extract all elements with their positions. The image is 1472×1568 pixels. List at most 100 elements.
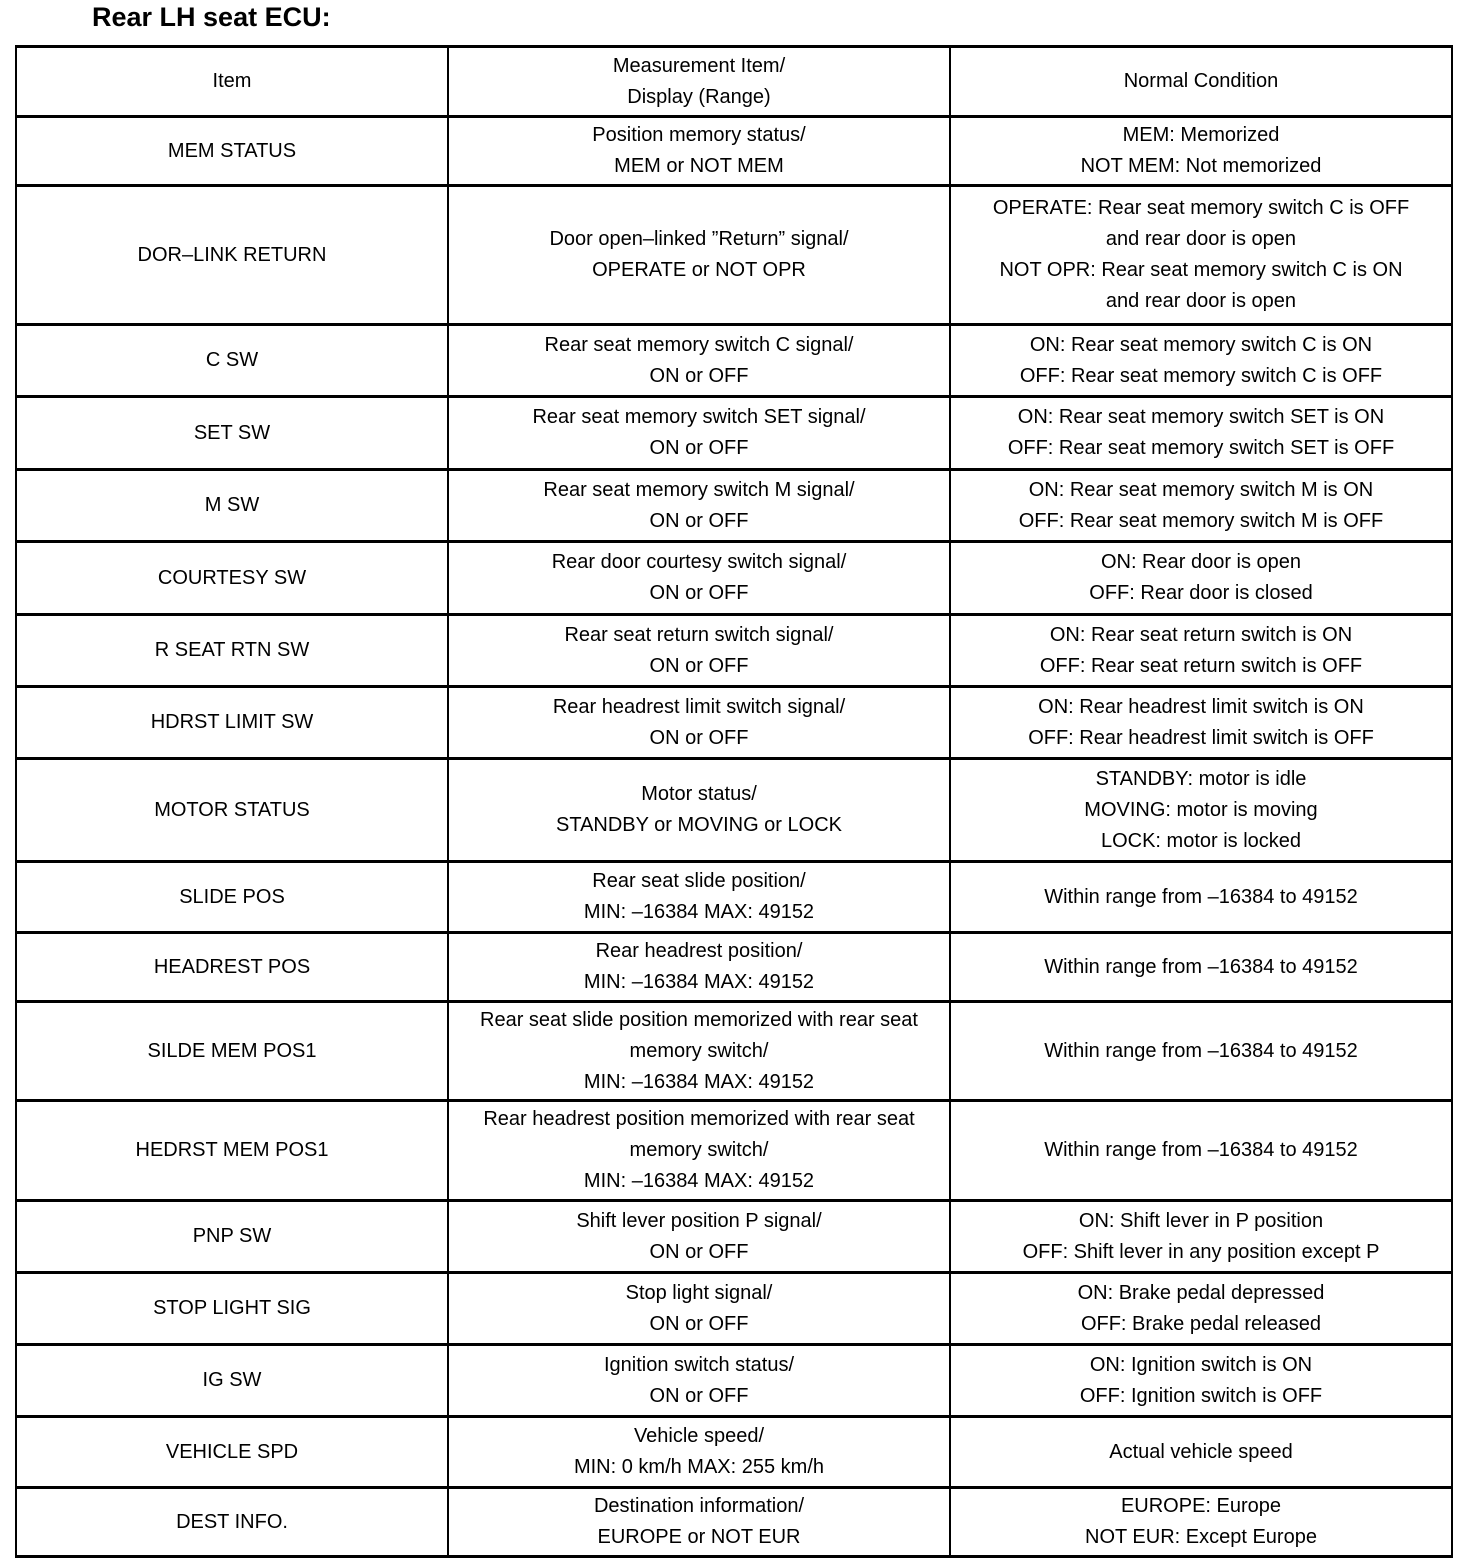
- measurement-cell: Rear seat slide position memorized with …: [447, 1000, 951, 1102]
- normal-cell: Within range from –16384 to 49152: [949, 1000, 1453, 1102]
- cell-line: ON or OFF: [649, 509, 749, 532]
- item-cell: HEADREST POS: [15, 931, 449, 1003]
- normal-cell: ON: Rear headrest limit switch is ON OFF:…: [949, 685, 1453, 760]
- cell-line: MIN: –16384 MAX: 49152: [583, 1170, 815, 1192]
- cell-line: MEM or NOT MEM: [614, 155, 784, 177]
- item-cell: VEHICLE SPD: [15, 1415, 449, 1489]
- cell-line: Rear seat slide position memorized with …: [480, 1008, 918, 1031]
- item-cell: COURTESY SW: [15, 540, 449, 616]
- table-row: HEADREST POS Rear headrest position/MIN: …: [15, 931, 1453, 1003]
- cell-line: Within range from –16384 to 49152: [1044, 1139, 1358, 1161]
- measurement-cell: Rear seat slide position/MIN: –16384 MAX…: [447, 860, 951, 934]
- cell-line: EUROPE or NOT EUR: [597, 1526, 801, 1548]
- cell-line: DOR–LINK RETURN: [137, 243, 327, 266]
- item-cell: MOTOR STATUS: [15, 757, 449, 863]
- cell-line: ON: Brake pedal depressed: [1077, 1281, 1325, 1304]
- data-monitor-table: Item Measurement Item/Display (Range) Norm…: [15, 45, 1453, 1558]
- cell-line: ON or OFF: [649, 726, 749, 749]
- table-row: SLIDE POS Rear seat slide position/MIN: –…: [15, 860, 1453, 934]
- cell-line: EUROPE: Europe: [1120, 1495, 1282, 1517]
- cell-line: ON: Rear headrest limit switch is ON: [1038, 695, 1364, 718]
- table-row: HDRST LIMIT SW Rear headrest limit switch…: [15, 685, 1453, 760]
- normal-cell: ON: Ignition switch is ON OFF: Ignition s…: [949, 1343, 1453, 1418]
- cell-line: Within range from –16384 to 49152: [1044, 885, 1358, 908]
- cell-line: memory switch/: [629, 1039, 769, 1062]
- normal-cell: ON: Brake pedal depressed OFF: Brake peda…: [949, 1271, 1453, 1346]
- cell-line: HEDRST MEM POS1: [135, 1139, 329, 1161]
- measurement-cell: Position memory status/MEM or NOT MEM: [447, 115, 951, 187]
- item-cell: DOR–LINK RETURN: [15, 184, 449, 326]
- normal-cell: Within range from –16384 to 49152: [949, 860, 1453, 934]
- cell-line: Vehicle speed/: [633, 1425, 765, 1447]
- item-cell: C SW: [15, 323, 449, 398]
- cell-line: Stop light signal/: [625, 1281, 773, 1304]
- header-cell: Measurement Item/Display (Range): [447, 45, 951, 118]
- cell-line: STANDBY: motor is idle: [1095, 767, 1307, 790]
- measurement-cell: Stop light signal/ON or OFF: [447, 1271, 951, 1346]
- measurement-cell: Rear seat memory switch M signal/ON or O…: [447, 468, 951, 543]
- cell-line: ON or OFF: [649, 1384, 749, 1407]
- table-row: VEHICLE SPD Vehicle speed/MIN: 0 km/h MAX…: [15, 1415, 1453, 1489]
- table-row: DEST INFO. Destination information/EUROPE…: [15, 1486, 1453, 1558]
- cell-line: R SEAT RTN SW: [154, 639, 310, 661]
- header-row: Item Measurement Item/Display (Range) Norm…: [15, 45, 1453, 118]
- cell-line: OPERATE or NOT OPR: [592, 259, 806, 281]
- cell-line: SLIDE POS: [179, 885, 285, 908]
- item-cell: R SEAT RTN SW: [15, 613, 449, 688]
- measurement-cell: Door open–linked ”Return” signal/OPERATE…: [447, 184, 951, 326]
- measurement-cell: Destination information/EUROPE or NOT EU…: [447, 1486, 951, 1558]
- normal-cell: ON: Rear seat return switch is ON OFF: Re…: [949, 613, 1453, 688]
- cell-line: SET SW: [193, 421, 271, 444]
- normal-cell: Within range from –16384 to 49152: [949, 1099, 1453, 1202]
- cell-line: VEHICLE SPD: [165, 1440, 299, 1463]
- cell-line: Display (Range): [627, 85, 771, 108]
- cell-line: Within range from –16384 to 49152: [1044, 955, 1358, 978]
- normal-cell: ON: Shift lever in P position OFF: Shift …: [949, 1199, 1453, 1274]
- item-cell: IG SW: [15, 1343, 449, 1418]
- cell-line: STOP LIGHT SIG: [153, 1297, 311, 1319]
- item-cell: SILDE MEM POS1: [15, 1000, 449, 1102]
- cell-line: Rear seat memory switch C signal/: [544, 333, 854, 356]
- cell-line: ON or OFF: [649, 582, 749, 604]
- cell-line: Measurement Item/: [612, 54, 786, 77]
- table-row: M SW Rear seat memory switch M signal/ON …: [15, 468, 1453, 543]
- item-cell: MEM STATUS: [15, 115, 449, 187]
- normal-cell: ON: Rear seat memory switch C is ON OFF: …: [949, 323, 1453, 398]
- cell-line: MOVING: motor is moving: [1084, 798, 1318, 821]
- cell-line: HDRST LIMIT SW: [150, 711, 314, 733]
- item-cell: M SW: [15, 468, 449, 543]
- measurement-cell: Rear door courtesy switch signal/ON or O…: [447, 540, 951, 616]
- cell-line: OFF: Rear headrest limit switch is OFF: [1028, 726, 1374, 749]
- cell-line: MEM: Memorized: [1122, 124, 1280, 146]
- cell-line: NOT OPR: Rear seat memory switch C is ON: [999, 259, 1403, 281]
- cell-line: Motor status/: [641, 783, 757, 805]
- cell-line: ON: Ignition switch is ON: [1089, 1353, 1313, 1376]
- item-cell: PNP SW: [15, 1199, 449, 1274]
- cell-line: Shift lever position P signal/: [576, 1209, 822, 1232]
- cell-line: MIN: 0 km/h MAX: 255 km/h: [573, 1456, 825, 1478]
- header-cell: Item: [15, 45, 449, 118]
- table-row: MOTOR STATUS Motor status/STANDBY or MOVI…: [15, 757, 1453, 863]
- cell-line: OFF: Rear seat memory switch M is OFF: [1018, 509, 1384, 532]
- cell-line: Rear seat memory switch SET signal/: [532, 406, 866, 428]
- cell-line: ON or OFF: [649, 1312, 749, 1335]
- table-row: SET SW Rear seat memory switch SET signal…: [15, 395, 1453, 471]
- cell-line: OFF: Rear door is closed: [1089, 582, 1313, 604]
- normal-cell: EUROPE: Europe NOT EUR: Except Europe: [949, 1486, 1453, 1558]
- cell-line: memory switch/: [629, 1139, 769, 1161]
- measurement-cell: Rear headrest position memorized with re…: [447, 1099, 951, 1202]
- cell-line: ON: Rear seat memory switch M is ON: [1028, 478, 1374, 501]
- cell-line: Normal Condition: [1123, 70, 1279, 92]
- measurement-cell: Shift lever position P signal/ON or OFF: [447, 1199, 951, 1274]
- measurement-cell: Vehicle speed/MIN: 0 km/h MAX: 255 km/h: [447, 1415, 951, 1489]
- measurement-cell: Rear headrest limit switch signal/ON or …: [447, 685, 951, 760]
- normal-cell: MEM: Memorized NOT MEM: Not memorized: [949, 115, 1453, 187]
- cell-line: OPERATE: Rear seat memory switch C is OF…: [992, 197, 1410, 219]
- cell-line: ON: Shift lever in P position: [1078, 1209, 1324, 1232]
- item-cell: SLIDE POS: [15, 860, 449, 934]
- cell-line: OFF: Rear seat return switch is OFF: [1039, 654, 1363, 677]
- cell-line: OFF: Rear seat memory switch SET is OFF: [1007, 437, 1395, 459]
- cell-line: M SW: [204, 494, 260, 516]
- table-row: HEDRST MEM POS1 Rear headrest position me…: [15, 1099, 1453, 1202]
- cell-line: and rear door is open: [1105, 290, 1297, 312]
